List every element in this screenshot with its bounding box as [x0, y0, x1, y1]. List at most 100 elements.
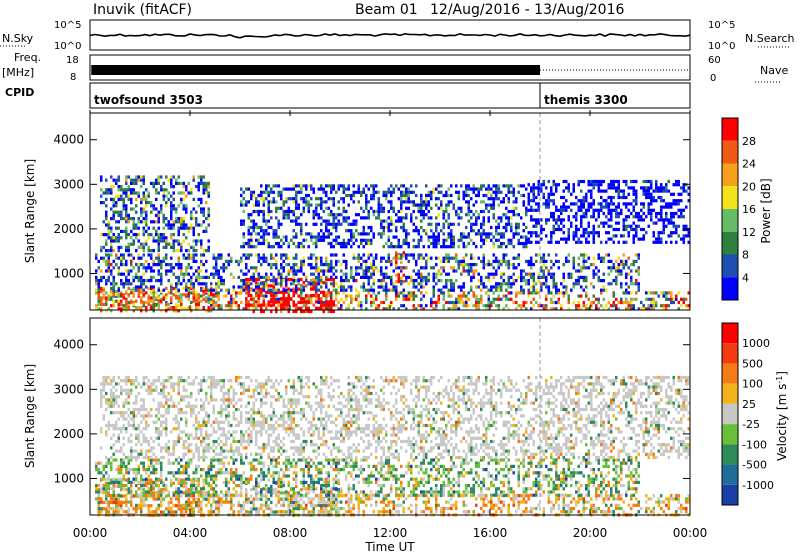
power-cell — [260, 256, 263, 260]
velocity-cell — [397, 497, 400, 501]
power-cell — [660, 183, 663, 187]
power-cell — [270, 288, 273, 292]
power-cell — [127, 242, 130, 246]
power-cell — [177, 294, 180, 298]
power-cell — [447, 253, 450, 257]
power-cell — [510, 238, 513, 242]
power-cell — [412, 203, 415, 207]
power-cell — [337, 206, 340, 210]
power-cell — [157, 249, 160, 253]
power-cell — [560, 205, 563, 209]
velocity-cell — [355, 494, 358, 498]
power-cell — [412, 269, 415, 273]
velocity-cell — [382, 494, 385, 498]
power-cell — [147, 263, 150, 267]
power-cell — [490, 197, 493, 201]
power-cell — [402, 273, 405, 277]
power-cell — [372, 197, 375, 201]
power-cell — [172, 175, 175, 179]
power-cell — [397, 216, 400, 220]
power-cell — [387, 216, 390, 220]
power-cell — [522, 184, 525, 188]
power-cell — [155, 263, 158, 267]
velocity-cell — [200, 500, 203, 504]
power-cell — [157, 288, 160, 292]
power-cell — [202, 263, 205, 267]
power-cell — [450, 282, 453, 286]
velocity-cell — [137, 506, 140, 511]
power-cell — [582, 253, 585, 257]
power-cell — [275, 266, 278, 270]
power-cell — [195, 259, 198, 263]
power-cell — [507, 241, 510, 246]
power-cell — [310, 235, 313, 239]
power-cell — [287, 272, 290, 276]
power-cell — [502, 232, 505, 236]
power-cell — [505, 304, 508, 308]
power-cell — [365, 197, 368, 201]
power-cell — [670, 234, 673, 238]
power-cell — [487, 294, 490, 298]
power-cell — [122, 307, 125, 311]
power-cell — [207, 249, 210, 253]
power-cell — [557, 240, 560, 244]
power-cell — [320, 263, 323, 267]
power-cell — [187, 191, 190, 195]
velocity-cell — [562, 506, 565, 511]
power-cell — [500, 200, 503, 204]
power-cell — [202, 220, 205, 224]
power-cell — [630, 275, 633, 279]
power-cell — [177, 288, 180, 292]
velocity-cell — [392, 503, 395, 507]
power-cell — [410, 294, 413, 298]
power-cell — [495, 238, 498, 242]
power-cell — [165, 245, 168, 249]
power-cell — [575, 307, 578, 311]
power-cell — [275, 206, 278, 210]
velocity-cell — [652, 510, 655, 514]
power-cell — [220, 253, 223, 257]
power-cell — [452, 235, 455, 239]
power-cell — [545, 307, 548, 311]
nsky-tick-top: 10^5 — [54, 20, 81, 31]
velocity-cell — [657, 500, 660, 504]
power-cell — [145, 197, 148, 201]
power-cell — [145, 204, 148, 208]
power-cell — [140, 309, 143, 313]
power-cell — [332, 309, 335, 314]
power-cell — [437, 241, 440, 246]
power-cell — [285, 297, 288, 301]
power-cell — [550, 297, 553, 301]
velocity-cell — [385, 510, 388, 514]
power-cell — [592, 294, 595, 298]
power-cell — [625, 215, 628, 219]
power-cell — [395, 294, 398, 298]
power-cell — [647, 211, 650, 216]
power-cell — [592, 234, 595, 238]
power-cell — [590, 195, 593, 200]
power-cell — [472, 203, 475, 207]
power-cell — [102, 233, 105, 237]
power-cell — [552, 272, 555, 276]
power-cell — [380, 219, 383, 223]
power-cell — [677, 307, 680, 311]
power-cell — [217, 272, 220, 276]
power-cell — [257, 272, 260, 276]
power-cell — [300, 190, 303, 194]
velocity-cell — [295, 506, 298, 511]
power-cell — [637, 253, 640, 257]
power-cell — [182, 239, 185, 243]
power-cell — [445, 253, 448, 257]
power-cell — [437, 222, 440, 226]
power-cell — [650, 183, 653, 187]
power-cell — [485, 187, 488, 191]
power-cell — [392, 288, 395, 292]
power-cell — [527, 192, 530, 196]
power-cell — [265, 197, 268, 201]
power-cell — [255, 232, 258, 236]
power-cell — [630, 263, 633, 267]
power-cell — [602, 224, 605, 228]
power-cell — [495, 269, 498, 273]
power-cell — [422, 203, 425, 207]
power-cell — [275, 209, 278, 214]
